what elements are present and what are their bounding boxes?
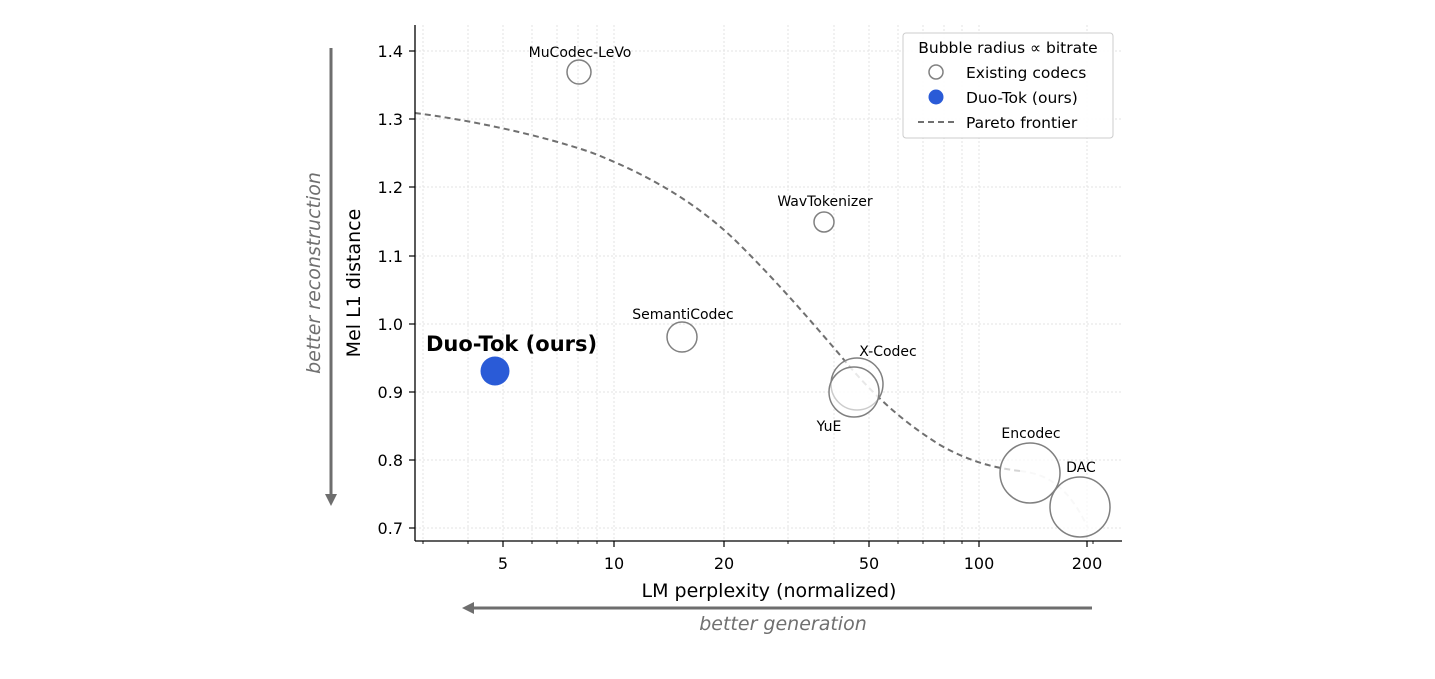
bubble-wavtokenizer[interactable] <box>813 211 835 233</box>
legend-ours-label: Duo-Tok (ours) <box>966 89 1078 107</box>
svg-text:0.8: 0.8 <box>378 451 403 470</box>
legend-pareto-label: Pareto frontier <box>966 114 1078 132</box>
bubble-semanticodec[interactable] <box>666 321 698 353</box>
y-axis-label: Mel L1 distance <box>343 209 365 358</box>
svg-text:0.9: 0.9 <box>378 383 403 402</box>
svg-text:1.2: 1.2 <box>378 178 403 197</box>
svg-text:1.1: 1.1 <box>378 247 403 266</box>
legend-ours-icon <box>928 89 944 105</box>
x-tick-labels: 5 10 20 50 100 200 <box>498 554 1102 573</box>
svg-text:1.3: 1.3 <box>378 110 403 129</box>
label-mucodec-levo: MuCodec-LeVo <box>529 45 632 61</box>
legend-existing-label: Existing codecs <box>966 64 1086 82</box>
better-reconstruction-arrow <box>325 48 337 506</box>
bubble-mucodec-levo[interactable] <box>566 59 592 85</box>
label-semanticodec: SemantiCodec <box>632 307 734 323</box>
x-ticks <box>502 541 1088 547</box>
svg-text:50: 50 <box>859 554 879 573</box>
svg-text:100: 100 <box>964 554 995 573</box>
legend: Bubble radius ∝ bitrate Existing codecs … <box>902 32 1114 139</box>
legend-existing-icon <box>928 64 944 80</box>
svg-text:20: 20 <box>714 554 734 573</box>
better-generation-arrow <box>462 602 1092 614</box>
y-tick-labels: 1.4 1.3 1.2 1.1 1.0 0.9 0.8 0.7 <box>378 42 403 538</box>
label-yue: YuE <box>816 419 842 435</box>
label-x-codec: X-Codec <box>859 344 916 360</box>
legend-title: Bubble radius ∝ bitrate <box>918 39 1097 57</box>
svg-text:1.0: 1.0 <box>378 315 403 334</box>
better-reconstruction-label: better reconstruction <box>303 172 325 374</box>
svg-text:10: 10 <box>604 554 624 573</box>
bubble-dac[interactable] <box>1049 476 1111 538</box>
svg-text:5: 5 <box>498 554 508 573</box>
svg-text:1.4: 1.4 <box>378 42 403 61</box>
pareto-frontier-line <box>414 112 1021 472</box>
better-generation-label: better generation <box>699 613 867 635</box>
bubble-duo-tok[interactable] <box>480 356 510 386</box>
y-ticks <box>409 50 415 529</box>
bubble-yue[interactable] <box>828 366 880 418</box>
label-duo-tok: Duo-Tok (ours) <box>426 332 597 356</box>
label-encodec: Encodec <box>1001 426 1060 442</box>
label-wavtokenizer: WavTokenizer <box>777 194 872 210</box>
x-minor-ticks <box>422 541 1094 544</box>
svg-text:0.7: 0.7 <box>378 519 403 538</box>
grid-lines <box>415 25 1122 541</box>
label-dac: DAC <box>1066 460 1096 476</box>
x-axis-label: LM perplexity (normalized) <box>642 580 897 602</box>
bubble-encodec[interactable] <box>999 442 1061 504</box>
svg-text:200: 200 <box>1072 554 1103 573</box>
